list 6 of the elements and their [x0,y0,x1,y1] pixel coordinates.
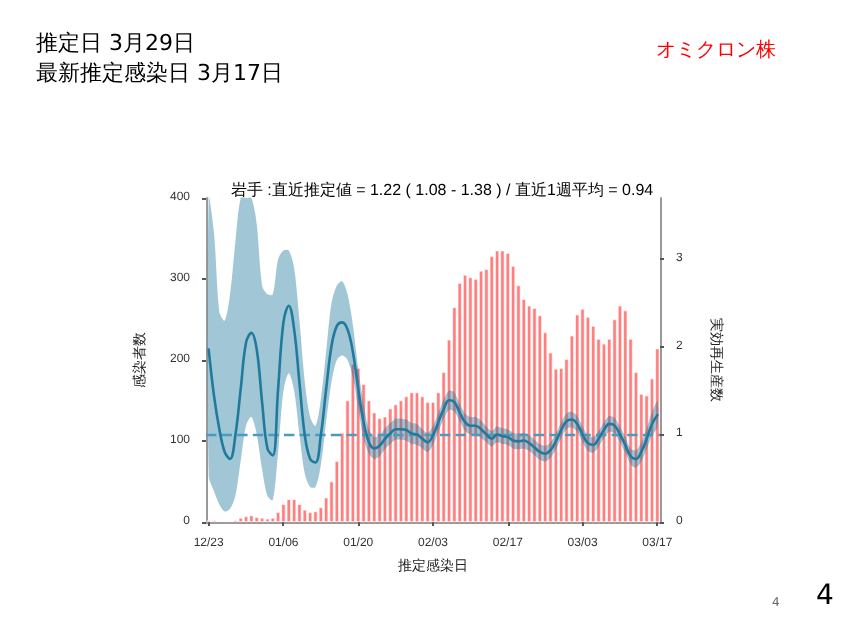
line-series [207,304,659,464]
text: 4 [816,580,834,612]
text: 最新推定感染日 3月17日 [36,58,283,88]
chart-title: 岩手 :直近推定値 = 1.22 ( 1.08 - 1.38 ) / 直近1週平均 = 0.94 [230,181,655,199]
text: 推定日 3月29日 [36,28,195,58]
text: オミクロン株 [656,37,776,64]
